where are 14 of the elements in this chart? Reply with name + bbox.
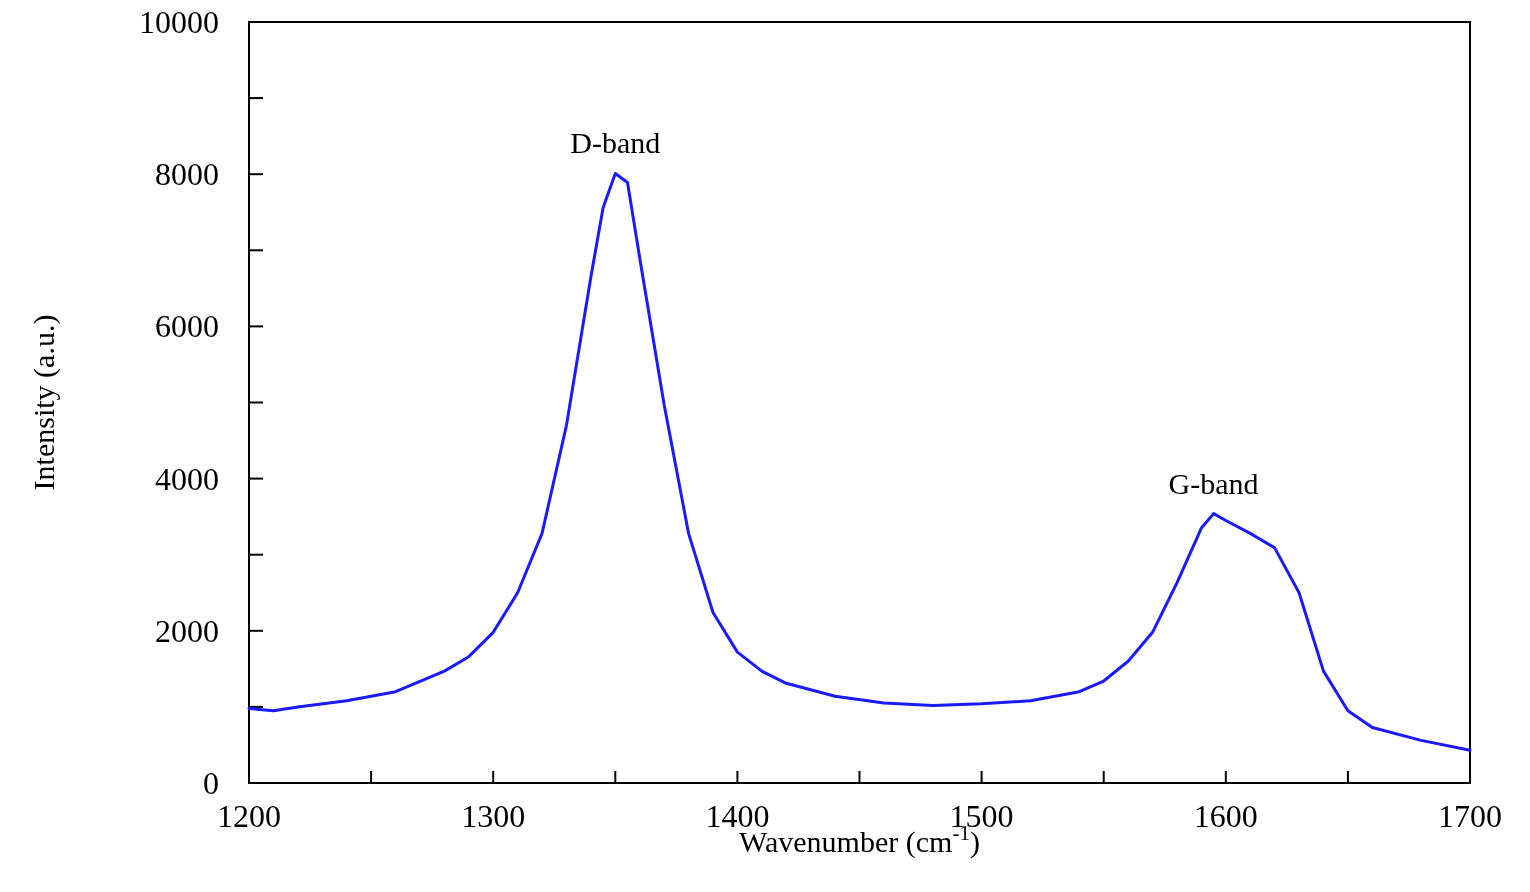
x-tick-label: 1600 [1193,798,1258,834]
x-tick-label: 1300 [461,798,526,834]
x-tick-label: 1200 [217,798,281,834]
y-tick-label: 8000 [155,156,219,193]
annotation: D-band [570,126,661,160]
y-tick-label: 0 [203,765,219,801]
annotation: G-band [1168,466,1259,500]
line-series [247,171,1472,752]
y-axis-title: Intensity (a.u.) [27,314,61,491]
y-tick-label: 10000 [139,4,219,40]
x-tick-label: 1700 [1438,798,1502,834]
y-tick-label: 4000 [155,460,219,497]
y-tick-label: 2000 [155,612,219,649]
y-tick-label: 6000 [155,308,219,345]
